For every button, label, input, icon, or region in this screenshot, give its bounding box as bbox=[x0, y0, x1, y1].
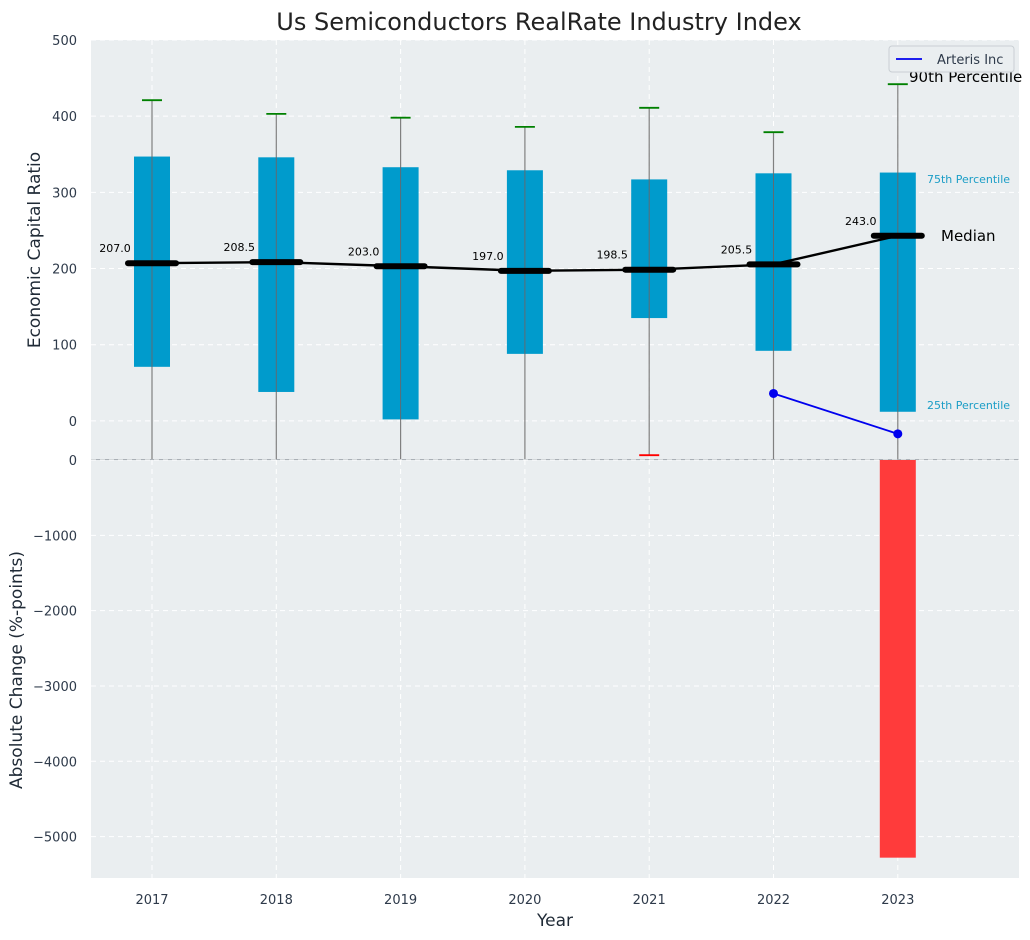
x-tick-2022: 2022 bbox=[757, 893, 790, 908]
legend: Arteris Inc bbox=[888, 45, 1015, 73]
bottom-y-tick-1: −1000 bbox=[33, 529, 77, 544]
bottom-y-tick-2: −2000 bbox=[33, 605, 77, 620]
top-y-tick-500: 500 bbox=[52, 34, 77, 49]
x-tick-2021: 2021 bbox=[633, 893, 666, 908]
bottom-panel: 0 −1000 −2000 −3000 −4000 −5000 Absolute Chan… bbox=[7, 454, 1019, 878]
box-plots: 207.0 208.5 203.0 197.0 198.5 205.5 243.0 bbox=[99, 83, 925, 459]
series-point-2022 bbox=[769, 388, 778, 398]
bottom-y-ticks: 0 −1000 −2000 −3000 −4000 −5000 bbox=[33, 454, 77, 846]
annotation-25th: 25th Percentile bbox=[927, 399, 1010, 412]
bottom-y-axis-label: Absolute Change (%-points) bbox=[7, 551, 27, 789]
chart-title: Us Semiconductors RealRate Industry Inde… bbox=[276, 8, 801, 36]
x-ticks: 2017 2018 2019 2020 2021 2022 2023 bbox=[135, 893, 914, 908]
top-y-tick-400: 400 bbox=[52, 110, 77, 125]
median-label-2017: 207.0 bbox=[99, 242, 131, 255]
x-tick-2023: 2023 bbox=[881, 893, 914, 908]
annotation-median: Median bbox=[941, 227, 996, 245]
bottom-y-tick-5: −5000 bbox=[33, 831, 77, 846]
top-y-ticks: 0 100 200 300 400 500 bbox=[52, 34, 77, 430]
bottom-plot-area bbox=[91, 460, 1019, 878]
series-point-2023 bbox=[893, 429, 903, 439]
top-y-tick-0: 0 bbox=[69, 415, 77, 430]
legend-box bbox=[888, 45, 1015, 73]
top-y-axis-label: Economic Capital Ratio bbox=[25, 152, 45, 348]
series-line-arteris bbox=[773, 392, 899, 435]
top-y-tick-200: 200 bbox=[52, 263, 77, 278]
bottom-y-tick-4: −4000 bbox=[33, 755, 77, 770]
bottom-y-tick-3: −3000 bbox=[33, 680, 77, 695]
change-bar-2023 bbox=[879, 460, 916, 858]
change-bars bbox=[879, 460, 916, 858]
median-label-2023: 243.0 bbox=[845, 215, 877, 228]
top-y-tick-100: 100 bbox=[52, 339, 77, 354]
legend-label-arteris: Arteris Inc bbox=[937, 53, 1003, 68]
x-tick-2020: 2020 bbox=[508, 893, 541, 908]
x-axis-label: Year bbox=[536, 911, 573, 931]
x-tick-2017: 2017 bbox=[135, 893, 168, 908]
median-label-2020: 197.0 bbox=[472, 250, 504, 263]
x-tick-2019: 2019 bbox=[384, 893, 417, 908]
median-label-2022: 205.5 bbox=[721, 243, 753, 256]
bottom-y-tick-0: 0 bbox=[69, 454, 77, 469]
bottom-grid bbox=[91, 459, 1019, 878]
median-label-2018: 208.5 bbox=[224, 241, 256, 254]
top-y-tick-300: 300 bbox=[52, 186, 77, 201]
x-tick-2018: 2018 bbox=[260, 893, 293, 908]
median-label-2019: 203.0 bbox=[348, 245, 380, 258]
top-plot-area bbox=[91, 40, 1019, 459]
median-label-2021: 198.5 bbox=[596, 249, 628, 262]
annotation-75th: 75th Percentile bbox=[927, 173, 1010, 186]
top-panel: 0 100 200 300 400 500 207.0 208.5 203.0 197.0 198… bbox=[25, 34, 1022, 460]
